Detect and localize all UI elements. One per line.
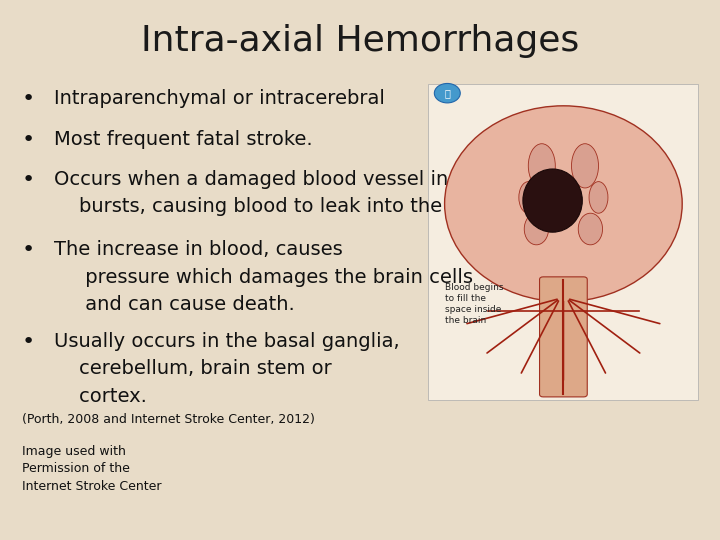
Ellipse shape	[519, 181, 538, 213]
Ellipse shape	[528, 144, 555, 188]
Text: (Porth, 2008 and Internet Stroke Center, 2012): (Porth, 2008 and Internet Stroke Center,…	[22, 413, 315, 426]
Ellipse shape	[572, 144, 598, 188]
Text: Blood begins
to fill the
space inside
the brain: Blood begins to fill the space inside th…	[444, 283, 503, 325]
Text: •: •	[22, 240, 35, 260]
Ellipse shape	[578, 213, 603, 245]
Text: Most frequent fatal stroke.: Most frequent fatal stroke.	[54, 130, 312, 148]
Ellipse shape	[524, 213, 549, 245]
Text: •: •	[22, 89, 35, 109]
Text: •: •	[22, 170, 35, 190]
Text: The increase in blood, causes
     pressure which damages the brain cells
     a: The increase in blood, causes pressure w…	[54, 240, 473, 314]
Ellipse shape	[589, 181, 608, 213]
Text: 🔍: 🔍	[444, 88, 450, 98]
Text: Image used with
Permission of the
Internet Stroke Center: Image used with Permission of the Intern…	[22, 446, 161, 492]
Text: •: •	[22, 332, 35, 352]
Bar	[428, 84, 698, 400]
Text: Intraparenchymal or intracerebral: Intraparenchymal or intracerebral	[54, 89, 385, 108]
Text: Intra-axial Hemorrhages: Intra-axial Hemorrhages	[141, 24, 579, 58]
Ellipse shape	[523, 169, 582, 232]
Text: Usually occurs in the basal ganglia,
    cerebellum, brain stem or
    cortex.: Usually occurs in the basal ganglia, cer…	[54, 332, 400, 406]
Text: Occurs when a damaged blood vessel in the brain
    bursts, causing blood to lea: Occurs when a damaged blood vessel in th…	[54, 170, 543, 217]
Text: •: •	[22, 130, 35, 150]
FancyBboxPatch shape	[539, 277, 588, 397]
Circle shape	[434, 84, 460, 103]
Ellipse shape	[444, 106, 683, 302]
